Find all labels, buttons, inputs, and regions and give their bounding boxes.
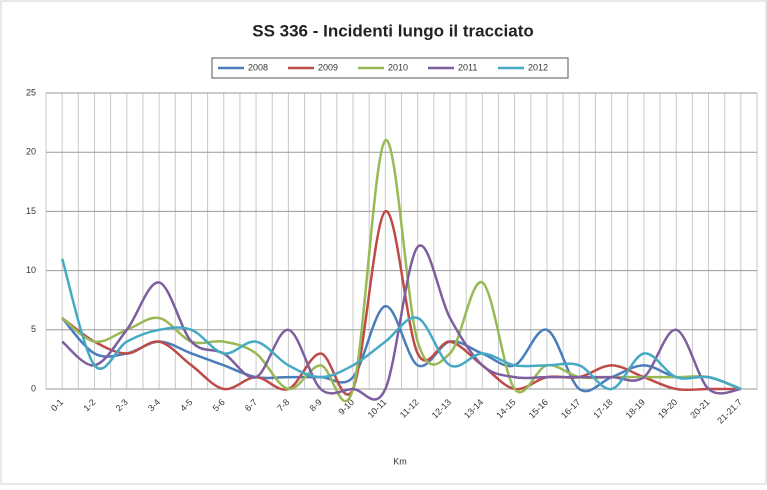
- y-tick-label: 0: [31, 383, 36, 393]
- legend-label: 2009: [318, 62, 338, 72]
- y-tick-label: 15: [26, 206, 36, 216]
- line-series: [61, 244, 742, 401]
- line-series: [61, 210, 741, 396]
- legend-label: 2008: [248, 62, 268, 72]
- legend-label: 2010: [388, 62, 408, 72]
- legend-box: [211, 57, 569, 79]
- y-tick-label: 20: [26, 147, 36, 157]
- legend-label: 2011: [458, 62, 477, 72]
- legend-label: 2012: [528, 62, 548, 72]
- chart-title: SS 336 - Incidenti lungo il tracciato: [252, 21, 534, 40]
- y-tick-label: 10: [26, 265, 36, 275]
- x-axis-label: Km: [393, 456, 407, 466]
- line-series: [60, 258, 742, 391]
- y-tick-label: 5: [31, 324, 36, 334]
- y-tick-label: 25: [26, 87, 36, 97]
